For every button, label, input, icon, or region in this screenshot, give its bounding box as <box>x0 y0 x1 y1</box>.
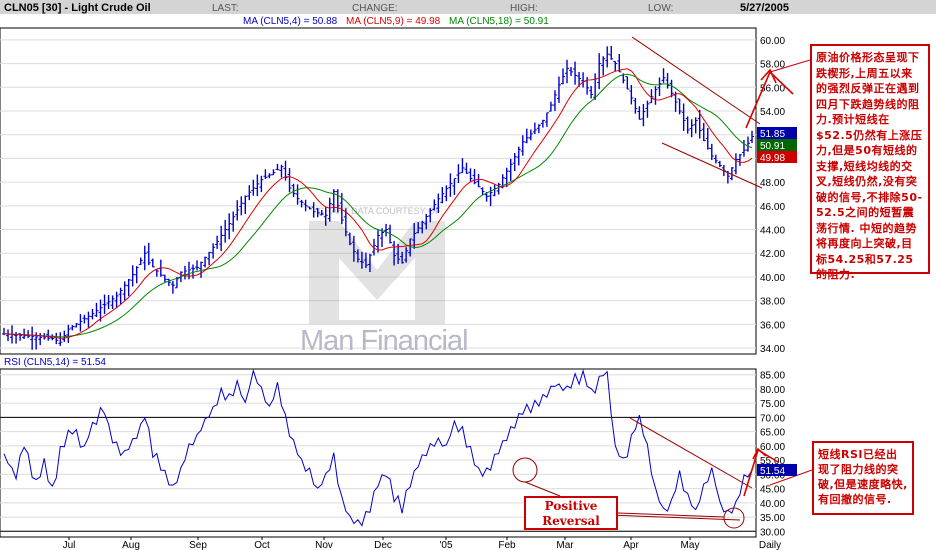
reversal-connector-1 <box>524 481 561 497</box>
price-tick-label: 38.00 <box>760 297 785 308</box>
header-last-label: LAST: <box>212 3 239 14</box>
x-tick-label: '05 <box>439 540 452 550</box>
lower-trendline <box>661 142 763 189</box>
legend-ma9: MA (CLN5,9) = 49.98 <box>346 16 441 27</box>
rsi-series-line <box>3 368 753 527</box>
ma18-line <box>3 73 753 338</box>
rsi-tick-label: 65.00 <box>760 428 785 439</box>
ma9-line <box>3 68 753 339</box>
rsi-tick-label: 30.00 <box>760 527 785 538</box>
rsi-tick-label: 45.00 <box>760 485 785 496</box>
positive-reversal-label: Positive Reversal <box>524 496 618 530</box>
rsi-tick-label: 55.00 <box>760 456 785 467</box>
price-tick-label: 48.00 <box>760 178 785 189</box>
price-arrowhead <box>760 68 777 84</box>
watermark-logo <box>309 221 445 324</box>
rsi-arrowhead <box>752 447 767 460</box>
x-tick-label: Daily <box>759 540 781 550</box>
rsi-grid <box>0 374 756 532</box>
rsi-tick-label: 85.00 <box>760 371 785 382</box>
price-bars <box>2 45 754 350</box>
price-tick-label: 60.00 <box>760 36 785 47</box>
rsi-note-connector <box>769 469 813 486</box>
last-ma18-box-text: 50.91 <box>760 141 785 152</box>
rsi-line <box>3 368 753 527</box>
price-panel <box>0 27 757 355</box>
reversal-circle-may <box>723 507 745 529</box>
rsi-tick-label: 80.00 <box>760 385 785 396</box>
rsi-tick-label: 70.00 <box>760 413 785 424</box>
price-tick-label: 34.00 <box>760 344 785 355</box>
x-tick-label: Jul <box>63 540 76 550</box>
rsi-last-box-text: 51.54 <box>760 466 785 477</box>
header-change-label: CHANGE: <box>352 3 398 14</box>
x-tick-label: Nov <box>315 540 333 550</box>
price-tick-label: 40.00 <box>760 273 785 284</box>
last-ma9-box <box>757 151 797 163</box>
rsi-upper-trendline <box>629 417 753 489</box>
price-tick-label: 46.00 <box>760 202 785 213</box>
header-date: 5/27/2005 <box>740 2 789 14</box>
last-ma18-box <box>757 139 797 151</box>
last-ma9-box-text: 49.98 <box>760 153 785 164</box>
reversal-circle-feb <box>512 457 538 483</box>
last-close-box-text: 51.85 <box>760 129 785 140</box>
price-grid <box>0 39 756 349</box>
price-tick-label: 56.00 <box>760 83 785 94</box>
moving-average-lines <box>3 68 753 339</box>
rsi-last-value-box: 51.54 <box>757 463 797 477</box>
price-analysis-note: 原油价格形态呈现下跌楔形,上周五以来的强烈反弹正在遇到四月下跌趋势线的阻力.预计… <box>810 44 930 281</box>
x-tick-label: Oct <box>254 540 270 550</box>
price-note-connector <box>769 59 811 73</box>
last-close-box <box>757 127 797 139</box>
rsi-tick-label: 75.00 <box>760 399 785 410</box>
price-tick-label: 54.00 <box>760 107 785 118</box>
legend-ma4: MA (CLN5,4) = 50.88 <box>243 16 338 27</box>
rsi-tick-label: 40.00 <box>760 499 785 510</box>
x-tick-label: May <box>681 540 700 550</box>
x-tick-label: Dec <box>374 540 392 550</box>
header-bar <box>0 0 936 14</box>
legend-ma18: MA (CLN5,18) = 50.91 <box>449 16 549 27</box>
reversal-connector-2 <box>617 512 725 518</box>
watermark-text: Man Financial <box>300 325 468 357</box>
header-high-label: HIGH: <box>510 3 538 14</box>
rsi-analysis-note: 短线RSI已经出现了阻力线的突破,但是速度略快,有回撤的信号. <box>812 441 914 515</box>
rsi-panel <box>0 368 757 538</box>
price-tick-label: 42.00 <box>760 249 785 260</box>
price-tick-label: 58.00 <box>760 60 785 71</box>
price-tick-label: 44.00 <box>760 226 785 237</box>
upper-trendline <box>631 36 761 125</box>
legend-rsi: RSI (CLN5,14) = 51.54 <box>4 357 106 368</box>
x-tick-label: Mar <box>556 540 574 550</box>
x-tick-label: Sep <box>189 540 207 550</box>
rsi-tick-label: 60.00 <box>760 442 785 453</box>
x-axis: Jul Aug Sep Oct Nov Dec '05 Feb Mar Apr May Daily <box>63 537 781 550</box>
price-tick-label: 36.00 <box>760 320 785 331</box>
rsi-tick-label: 35.00 <box>760 513 785 524</box>
x-tick-label: Aug <box>122 540 140 550</box>
x-tick-label: Apr <box>623 540 639 550</box>
watermark-small-text: CHART DATA COURTESY OF <box>318 206 441 216</box>
header-low-label: LOW: <box>648 3 673 14</box>
x-tick-label: Feb <box>498 540 516 550</box>
header-symbol: CLN05 [30] - Light Crude Oil <box>4 2 151 14</box>
rsi-last-box <box>757 463 797 476</box>
